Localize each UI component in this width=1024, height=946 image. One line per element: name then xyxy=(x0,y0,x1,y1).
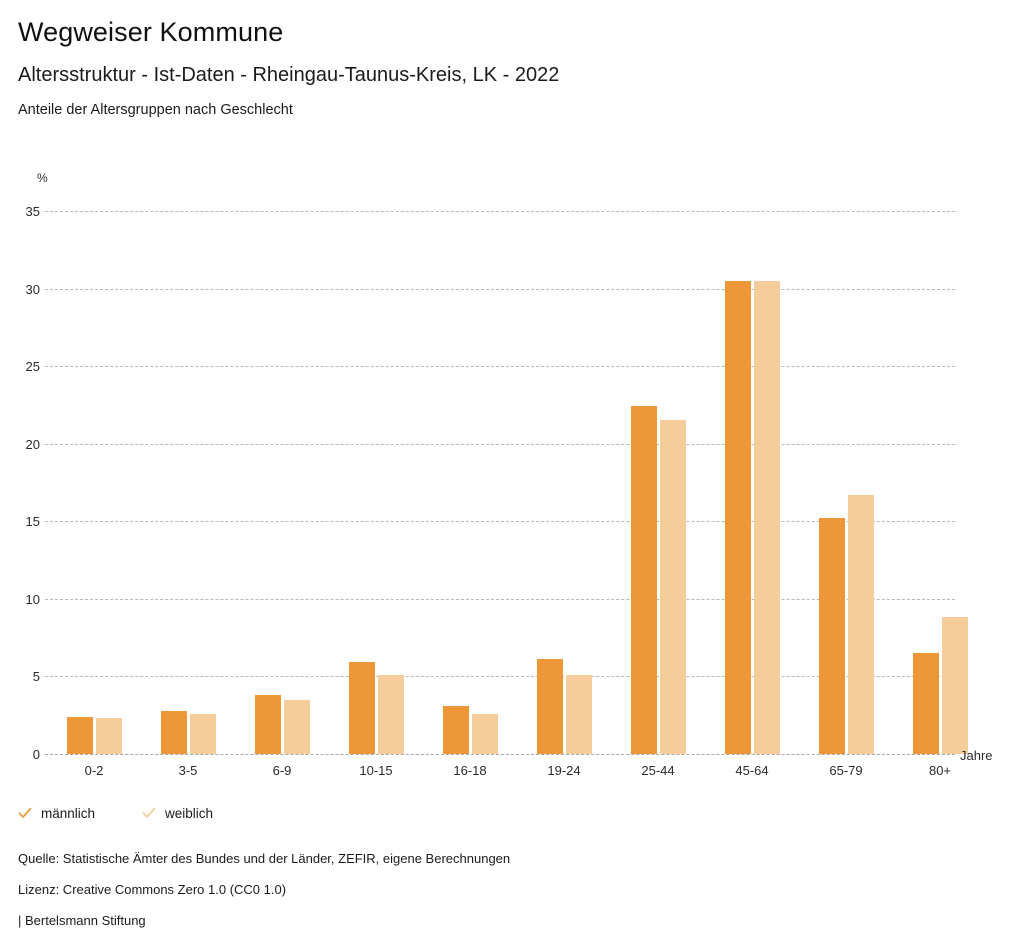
x-axis-tick-label: 25-44 xyxy=(641,763,675,778)
plot-grid xyxy=(45,211,955,755)
x-axis-tick-label: 10-15 xyxy=(359,763,393,778)
chart-subtitle: Altersstruktur - Ist-Daten - Rheingau-Ta… xyxy=(18,64,560,86)
bar-group xyxy=(67,211,122,754)
chart-footer: Quelle: Statistische Ämter des Bundes un… xyxy=(18,843,998,936)
x-axis-tick-label: 6-9 xyxy=(272,763,292,778)
chart-header: Wegweiser Kommune Altersstruktur - Ist-D… xyxy=(18,16,998,120)
bar-group xyxy=(819,211,874,754)
bar-group xyxy=(631,211,686,754)
bar-männlich-80+[interactable] xyxy=(913,653,939,754)
bar-männlich-45-64[interactable] xyxy=(725,280,751,754)
bar-group xyxy=(443,211,498,754)
gridline-5 xyxy=(45,676,955,678)
x-axis-tick-label: 3-5 xyxy=(178,763,198,778)
legend-item-weiblich[interactable]: weiblich xyxy=(142,803,213,823)
bar-group xyxy=(349,211,404,754)
y-axis-tick-label: 35 xyxy=(25,204,40,219)
legend-item-männlich[interactable]: männlich xyxy=(18,803,95,823)
bar-männlich-19-24[interactable] xyxy=(537,659,563,754)
bar-chart: % 0 5 10 15 20 25 30 35 0-2 3-5 6-9 10-15 16-18 19-2… xyxy=(25,171,993,778)
bar-group xyxy=(255,211,310,754)
y-axis-tick-label: 10 xyxy=(25,591,40,607)
y-axis-tick-label: 15 xyxy=(25,514,40,530)
footer-license: Lizenz: Creative Commons Zero 1.0 (CC0 1… xyxy=(18,882,287,897)
bar-männlich-3-5[interactable] xyxy=(161,710,187,754)
check-icon xyxy=(142,806,156,820)
bar-männlich-65-79[interactable] xyxy=(819,518,845,754)
gridline-30 xyxy=(45,288,955,290)
bar-weiblich-80+[interactable] xyxy=(942,617,968,754)
bar-weiblich-0-2[interactable] xyxy=(96,718,122,754)
gridline-35 xyxy=(45,211,955,212)
x-axis-tick-label: 16-18 xyxy=(453,763,487,778)
bar-weiblich-10-15[interactable] xyxy=(378,674,404,754)
bar-männlich-6-9[interactable] xyxy=(255,695,281,754)
x-axis-title: Jahre xyxy=(960,748,993,763)
bar-group xyxy=(913,211,968,754)
x-axis-tick-label: 0-2 xyxy=(84,763,104,778)
gridline-20 xyxy=(45,443,955,445)
bar-weiblich-6-9[interactable] xyxy=(284,699,310,754)
bar-weiblich-19-24[interactable] xyxy=(566,674,592,754)
gridline-0 xyxy=(45,754,955,755)
bar-group xyxy=(537,211,592,754)
x-axis-tick-label: 80+ xyxy=(928,763,952,778)
y-axis-unit-label: % xyxy=(37,171,48,185)
x-axis-tick-label: 45-64 xyxy=(735,763,769,778)
legend-label: männlich xyxy=(41,805,96,821)
bar-männlich-25-44[interactable] xyxy=(631,406,657,754)
bar-weiblich-65-79[interactable] xyxy=(848,494,874,754)
bar-group xyxy=(161,211,216,754)
gridline-15 xyxy=(45,521,955,523)
bar-männlich-16-18[interactable] xyxy=(443,705,469,754)
bar-männlich-10-15[interactable] xyxy=(349,662,375,754)
gridline-25 xyxy=(45,366,955,368)
footer-publisher: | Bertelsmann Stiftung xyxy=(18,913,146,928)
bar-männlich-0-2[interactable] xyxy=(67,716,93,754)
y-axis-tick-label: 20 xyxy=(25,436,40,452)
footer-source: Quelle: Statistische Ämter des Bundes un… xyxy=(18,851,511,866)
x-axis-tick-label: 65-79 xyxy=(829,763,863,778)
page-title: Wegweiser Kommune xyxy=(18,17,284,47)
bar-weiblich-16-18[interactable] xyxy=(472,713,498,754)
y-axis-tick-label: 5 xyxy=(32,669,40,685)
bar-weiblich-45-64[interactable] xyxy=(754,280,780,754)
bar-weiblich-25-44[interactable] xyxy=(660,420,686,754)
check-icon xyxy=(18,806,32,820)
y-axis-tick-label: 0 xyxy=(32,747,40,762)
bar-weiblich-3-5[interactable] xyxy=(190,713,216,754)
chart-description: Anteile der Altersgruppen nach Geschlech… xyxy=(18,102,293,118)
bar-group xyxy=(725,211,780,754)
x-axis-tick-label: 19-24 xyxy=(547,763,581,778)
y-axis-tick-label: 30 xyxy=(25,281,40,297)
y-axis-tick-label: 25 xyxy=(25,359,40,375)
legend-label: weiblich xyxy=(165,805,214,821)
bars-layer xyxy=(45,211,968,754)
gridline-10 xyxy=(45,598,955,600)
